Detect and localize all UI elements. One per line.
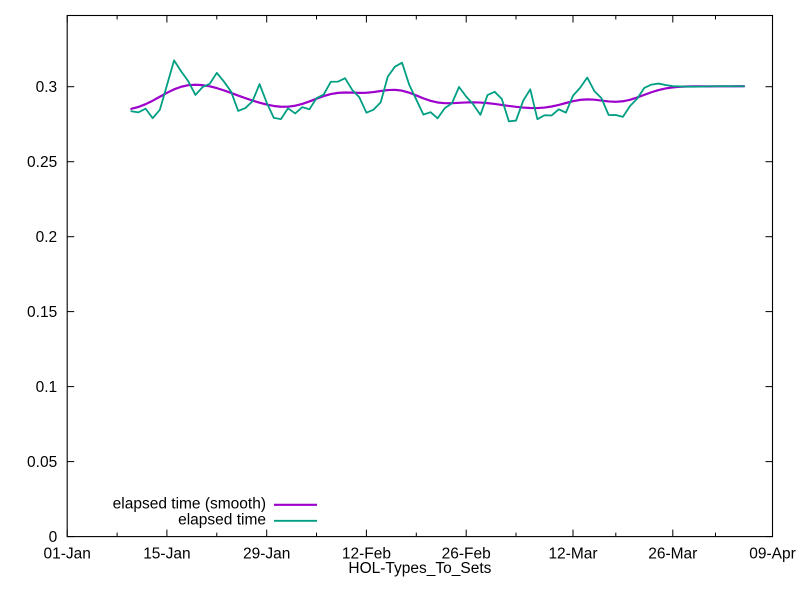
svg-text:12-Mar: 12-Mar [548, 546, 597, 563]
svg-text:29-Jan: 29-Jan [243, 546, 290, 563]
svg-text:0.25: 0.25 [27, 154, 57, 171]
svg-text:0.15: 0.15 [27, 304, 57, 321]
svg-text:15-Jan: 15-Jan [143, 546, 190, 563]
svg-text:elapsed time: elapsed time [178, 512, 266, 529]
svg-text:0.3: 0.3 [36, 79, 58, 96]
svg-text:0.1: 0.1 [36, 379, 58, 396]
svg-text:0.05: 0.05 [27, 454, 57, 471]
svg-text:HOL-Types_To_Sets: HOL-Types_To_Sets [348, 560, 491, 577]
svg-text:elapsed time (smooth): elapsed time (smooth) [113, 496, 266, 513]
svg-text:26-Mar: 26-Mar [648, 546, 697, 563]
svg-text:09-Apr: 09-Apr [749, 546, 796, 563]
svg-text:0.2: 0.2 [36, 229, 58, 246]
svg-text:0: 0 [49, 529, 58, 546]
svg-text:01-Jan: 01-Jan [43, 546, 90, 563]
